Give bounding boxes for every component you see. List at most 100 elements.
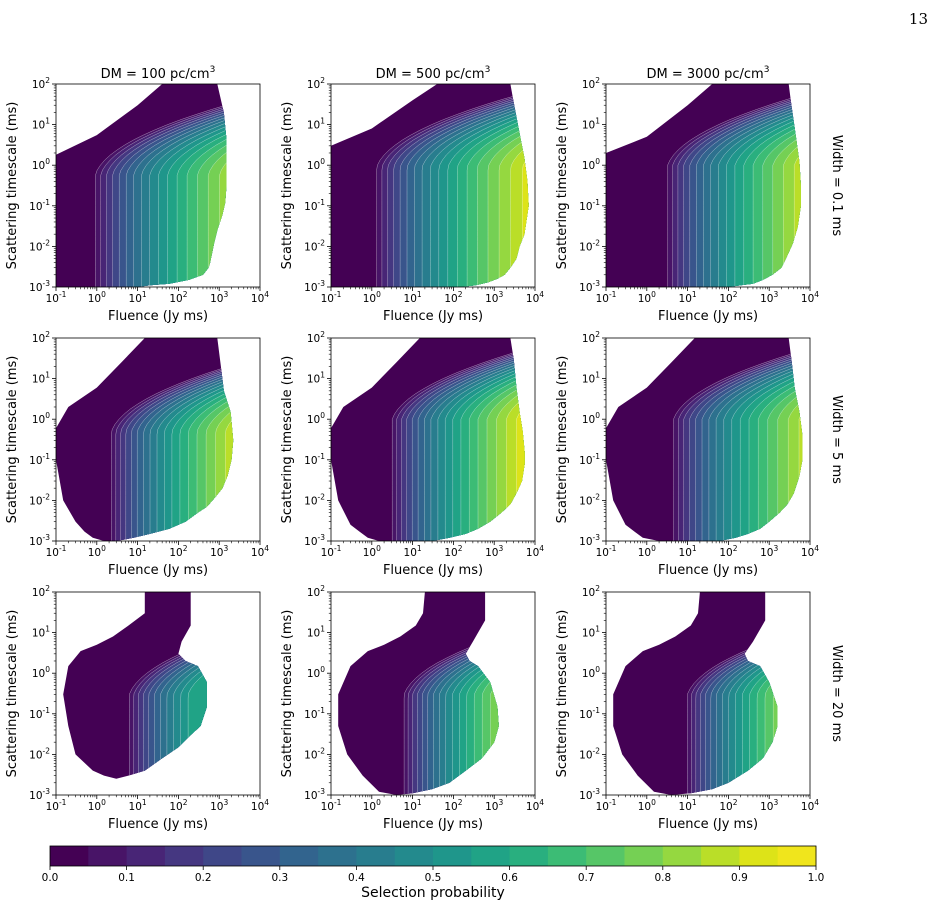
y-tick-label: 10-3 [29, 787, 50, 802]
contour-line [176, 84, 227, 287]
tick-base: 10 [582, 628, 595, 640]
contour-line [143, 338, 234, 541]
tick-exponent: 4 [814, 290, 819, 299]
tick-exponent: 2 [595, 330, 600, 339]
x-axis-label: Fluence (Jy ms) [658, 563, 758, 578]
colorbar-segment [586, 846, 625, 866]
tick-exponent: 0 [101, 544, 106, 553]
x-tick-label: 103 [485, 290, 503, 305]
title-superscript: 3 [764, 65, 770, 75]
tick-base: 10 [363, 801, 376, 813]
contour-line [401, 338, 525, 541]
x-tick-label: 102 [719, 290, 737, 305]
y-axis-label: Scattering timescale (ms) [280, 356, 295, 524]
contour-line [154, 592, 207, 779]
tick-base: 10 [307, 333, 320, 345]
contour-line [149, 84, 227, 287]
y-tick-label: 101 [582, 625, 600, 640]
tick-base: 10 [304, 201, 317, 213]
x-tick-label: 101 [404, 798, 422, 813]
colorbar-tick-label: 1.0 [808, 872, 825, 884]
y-tick-label: 100 [582, 157, 600, 172]
axes-frame [55, 337, 261, 542]
tick-base: 10 [32, 587, 45, 599]
y-tick-label: 100 [582, 665, 600, 680]
tick-exponent: -1 [318, 706, 326, 715]
y-tick-label: 10-3 [579, 787, 600, 802]
tick-exponent: 1 [417, 544, 422, 553]
contour-line [407, 592, 499, 795]
tick-base: 10 [582, 374, 595, 386]
tick-exponent: 0 [101, 290, 106, 299]
tick-exponent: -3 [593, 533, 601, 542]
tick-exponent: 0 [45, 157, 50, 166]
contour-line [722, 592, 778, 795]
tick-base: 10 [307, 587, 320, 599]
y-tick-label: 100 [307, 411, 325, 426]
tick-base: 10 [29, 790, 42, 802]
contour-line [701, 338, 803, 541]
x-tick-label: 101 [129, 798, 147, 813]
x-tick-label: 102 [169, 798, 187, 813]
colorbar-segment [203, 846, 242, 866]
tick-exponent: 1 [320, 625, 325, 634]
tick-base: 10 [579, 495, 592, 507]
tick-exponent: 1 [320, 371, 325, 380]
contour-line [782, 592, 941, 795]
x-tick-label: 101 [404, 290, 422, 305]
tick-base: 10 [46, 801, 59, 813]
contour-line [703, 84, 801, 287]
tick-base: 10 [719, 293, 732, 305]
y-tick-label: 101 [32, 117, 50, 132]
colorbar-segment [547, 846, 587, 866]
tick-base: 10 [307, 374, 320, 386]
tick-exponent: 4 [539, 544, 544, 553]
y-tick-label: 102 [582, 584, 600, 599]
tick-base: 10 [29, 455, 42, 467]
contour-line [396, 338, 525, 541]
tick-exponent: 1 [142, 290, 147, 299]
tick-exponent: 4 [539, 290, 544, 299]
contour-line [417, 338, 525, 541]
y-tick-label: 10-1 [29, 198, 50, 213]
tick-base: 10 [582, 668, 595, 680]
colorbar-tick-label: 0.5 [425, 872, 442, 884]
panel: 10-1 100 101 102 103 10410-310-210-1100101102… [555, 65, 941, 324]
contour-line [473, 592, 499, 795]
tick-base: 10 [719, 801, 732, 813]
tick-exponent: 0 [595, 157, 600, 166]
tick-exponent: 2 [183, 544, 188, 553]
contour-band [749, 592, 778, 795]
contour-line [459, 592, 499, 795]
tick-base: 10 [304, 241, 317, 253]
x-tick-label: 103 [760, 544, 778, 559]
x-tick-label: 10-1 [321, 798, 342, 813]
tick-base: 10 [582, 120, 595, 132]
contour-line [726, 84, 801, 287]
contour-band [805, 84, 941, 287]
tick-base: 10 [760, 293, 773, 305]
heatmap-region [613, 592, 941, 795]
contour-line [477, 84, 529, 287]
contour-line [689, 338, 803, 541]
contour-line [767, 338, 803, 541]
tick-base: 10 [304, 455, 317, 467]
tick-exponent: 0 [320, 411, 325, 420]
tick-base: 10 [582, 79, 595, 91]
tick-base: 10 [29, 201, 42, 213]
contour-line [136, 338, 234, 541]
y-tick-label: 102 [307, 330, 325, 345]
tick-base: 10 [210, 293, 223, 305]
contour-line [424, 338, 525, 541]
y-tick-label: 101 [307, 371, 325, 386]
y-tick-label: 101 [32, 625, 50, 640]
colorbar-segment [241, 846, 281, 866]
colorbar-segment [356, 846, 396, 866]
contour-line [133, 592, 207, 779]
contour-line [496, 338, 525, 541]
contour-line [207, 84, 227, 287]
contour-line [141, 84, 227, 287]
contour-line [718, 84, 801, 287]
contour-line [430, 84, 529, 287]
tick-exponent: 2 [733, 544, 738, 553]
